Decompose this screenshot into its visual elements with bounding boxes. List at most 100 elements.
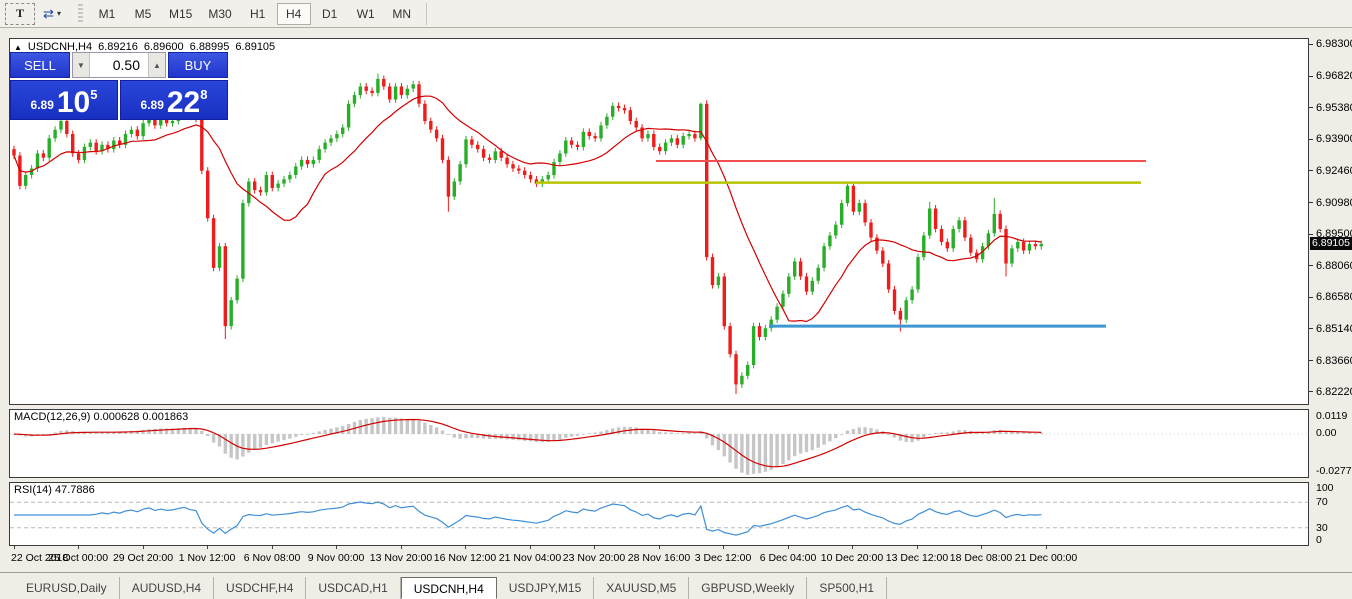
time-tick	[465, 546, 466, 549]
text-tool-button[interactable]: T	[5, 2, 35, 25]
rsi-chart	[10, 501, 1308, 536]
rsi-label: RSI(14) 47.7886	[14, 484, 95, 496]
macd-label: MACD(12,26,9) 0.000628 0.001863	[14, 411, 189, 423]
time-tick	[143, 546, 144, 549]
price-tick	[1309, 297, 1313, 298]
time-axis-label: 13 Dec 12:00	[885, 552, 949, 564]
current-price-tag: 6.89105	[1310, 236, 1352, 250]
chart-tab-gbpusd[interactable]: GBPUSD,Weekly	[689, 577, 808, 599]
chart-tab-usdcad[interactable]: USDCAD,H1	[306, 577, 401, 599]
ohlc-low: 6.88995	[189, 41, 230, 53]
macd-chart	[10, 417, 1308, 475]
price-axis[interactable]: 6.98300 6.96820 6.95380 6.93900 6.92460 6.909…	[1309, 38, 1352, 572]
volume-increase-button[interactable]: ▲	[148, 53, 165, 77]
toolbar: T ⇄ ▾ M1 M5 M15 M30 H1 H4 D1 W1 MN	[0, 0, 1352, 28]
time-tick	[723, 546, 724, 549]
time-axis-label: 1 Nov 12:00	[178, 552, 236, 564]
price-axis-label: 6.95380	[1316, 101, 1352, 114]
sell-price-pips: 10	[56, 86, 91, 119]
price-tick	[1309, 202, 1313, 203]
price-axis-label: 6.92460	[1316, 164, 1352, 177]
rsi-axis-label: 100	[1316, 482, 1334, 494]
macd-pane[interactable]	[9, 409, 1309, 478]
time-axis-label: 10 Dec 20:00	[820, 552, 884, 564]
time-tick	[594, 546, 595, 549]
price-tick	[1309, 360, 1313, 361]
timeframe-button-d1[interactable]: D1	[322, 6, 338, 21]
time-tick	[14, 546, 15, 549]
buy-price-display[interactable]: 6.89 22 8	[120, 80, 228, 120]
price-axis-label: 6.96820	[1316, 70, 1352, 83]
timeframe-button-m15[interactable]: M15	[169, 6, 193, 21]
sell-button[interactable]: SELL	[10, 52, 70, 78]
timeframe-button-m5[interactable]: M5	[134, 6, 152, 21]
time-axis-label: 25 Oct 00:00	[47, 552, 109, 564]
time-axis-label: 13 Nov 20:00	[369, 552, 433, 564]
volume-stepper: ▼ 0.50 ▲	[72, 52, 166, 78]
price-axis-label: 6.82220	[1316, 385, 1352, 398]
time-axis-label: 9 Nov 00:00	[307, 552, 365, 564]
price-tick	[1309, 76, 1313, 77]
price-axis-label: 6.90980	[1316, 196, 1352, 209]
ohlc-high: 6.89600	[143, 41, 184, 53]
time-axis-label: 16 Nov 12:00	[433, 552, 497, 564]
macd-axis-label: -0.027754	[1316, 464, 1352, 477]
time-tick	[1046, 546, 1047, 549]
buy-price-point: 8	[200, 87, 208, 102]
timeframe-button-h1[interactable]: H1	[250, 6, 266, 21]
macd-axis-label: 0.0119	[1316, 409, 1348, 422]
timeframe-button-mn[interactable]: MN	[392, 6, 412, 21]
rsi-axis-label: 30	[1316, 521, 1328, 534]
chart-tab-bar: EURUSD,Daily AUDUSD,H4 USDCHF,H4 USDCAD,H1 U…	[0, 572, 1352, 599]
timeframe-button-w1[interactable]: W1	[356, 6, 375, 21]
price-axis-label: 6.86580	[1316, 291, 1352, 304]
chevron-down-icon[interactable]: ▾	[56, 9, 61, 18]
time-axis-label: 21 Nov 04:00	[498, 552, 562, 564]
chart-tab-usdchf[interactable]: USDCHF,H4	[214, 577, 307, 599]
time-tick	[981, 546, 982, 549]
time-tick	[272, 546, 273, 549]
collapse-panel-icon[interactable]: ▲	[14, 42, 22, 52]
time-axis-label: 29 Oct 20:00	[112, 552, 174, 564]
volume-decrease-button[interactable]: ▼	[73, 53, 90, 77]
cursor-mode-button[interactable]: ⇄ ▾	[37, 3, 67, 25]
price-tick	[1309, 265, 1313, 266]
time-tick	[401, 546, 402, 549]
chart-tab-xauusd[interactable]: XAUUSD,M5	[594, 577, 690, 599]
timeframe-button-h4[interactable]: H4	[276, 2, 311, 25]
time-axis-label: 18 Dec 08:00	[949, 552, 1013, 564]
price-axis-label: 6.93900	[1316, 133, 1352, 146]
rsi-axis-label: 70	[1316, 496, 1328, 509]
price-tick	[1309, 234, 1313, 235]
time-axis[interactable]: 22 Oct 2018 25 Oct 00:00 29 Oct 20:00 1 Nov…	[9, 546, 1309, 572]
volume-input[interactable]: 0.50	[112, 57, 140, 73]
buy-button[interactable]: BUY	[168, 52, 228, 78]
rsi-pane[interactable]	[9, 482, 1309, 546]
price-axis-label: 6.98300	[1316, 38, 1352, 51]
time-tick	[788, 546, 789, 549]
timeframe-buttons: M1 M5 M15 M30 H1 H4 D1 W1 MN	[89, 2, 420, 25]
chart-title: ▲ USDCNH,H4 6.89216 6.89600 6.88995 6.89…	[14, 41, 275, 53]
price-axis-label: 6.83660	[1316, 354, 1352, 367]
price-tick	[1309, 328, 1313, 329]
ohlc-open: 6.89216	[98, 41, 138, 53]
sell-price-display[interactable]: 6.89 10 5	[10, 80, 118, 120]
symbol-label: USDCNH,H4	[27, 41, 93, 53]
price-axis-label: 6.85140	[1316, 322, 1352, 335]
time-axis-label: 6 Nov 08:00	[243, 552, 301, 564]
chart-tab-sp500[interactable]: SP500,H1	[807, 577, 888, 599]
chart-tab-usdcnh[interactable]: USDCNH,H4	[400, 577, 497, 599]
time-axis-label: 21 Dec 00:00	[1014, 552, 1078, 564]
timeframe-button-m1[interactable]: M1	[98, 6, 116, 21]
price-tick	[1309, 170, 1313, 171]
timeframe-button-m30[interactable]: M30	[208, 6, 232, 21]
chart-tab-usdjpy[interactable]: USDJPY,M15	[497, 577, 595, 599]
time-axis-label: 28 Nov 16:00	[627, 552, 691, 564]
toolbar-grip[interactable]	[78, 3, 83, 24]
sell-price-point: 5	[90, 87, 98, 102]
chart-tab-eurusd[interactable]: EURUSD,Daily	[14, 577, 120, 599]
chart-tab-audusd[interactable]: AUDUSD,H4	[120, 577, 215, 599]
price-tick	[1309, 391, 1313, 392]
time-axis-label: 23 Nov 20:00	[562, 552, 626, 564]
